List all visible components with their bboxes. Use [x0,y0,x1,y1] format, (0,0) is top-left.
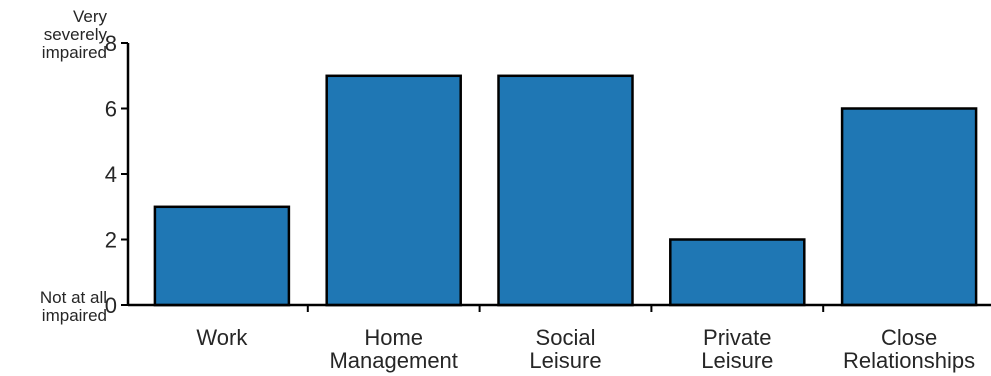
y-bottom-label-text: Not at all impaired [40,288,107,325]
bar [153,205,291,307]
y-axis: 0 2 4 6 8 [105,31,130,318]
bar [840,107,978,307]
y-tick-label: 4 [105,162,117,187]
x-tick-label: Home Management [329,325,457,373]
y-bottom-anchor-label: Not at all impaired [40,288,107,325]
x-tick-label: Work [196,325,248,350]
y-tick-label: 2 [105,228,117,253]
y-tick-label: 0 [105,293,117,318]
bars-group [153,74,978,307]
y-tick-label: 6 [105,97,117,122]
y-tick-label: 8 [105,31,117,56]
x-axis: Work Home Management Social Leisure Private Le… [128,303,991,373]
bar [325,74,462,307]
x-tick-label: Private Leisure [701,325,773,373]
y-top-label-text: Very severely impaired [42,7,108,62]
y-top-anchor-label: Very severely impaired [42,7,108,62]
x-tick-label: Close Relationships [843,325,975,373]
x-tick-label: Social Leisure [529,325,601,373]
bar [497,74,634,307]
bar [669,238,806,307]
